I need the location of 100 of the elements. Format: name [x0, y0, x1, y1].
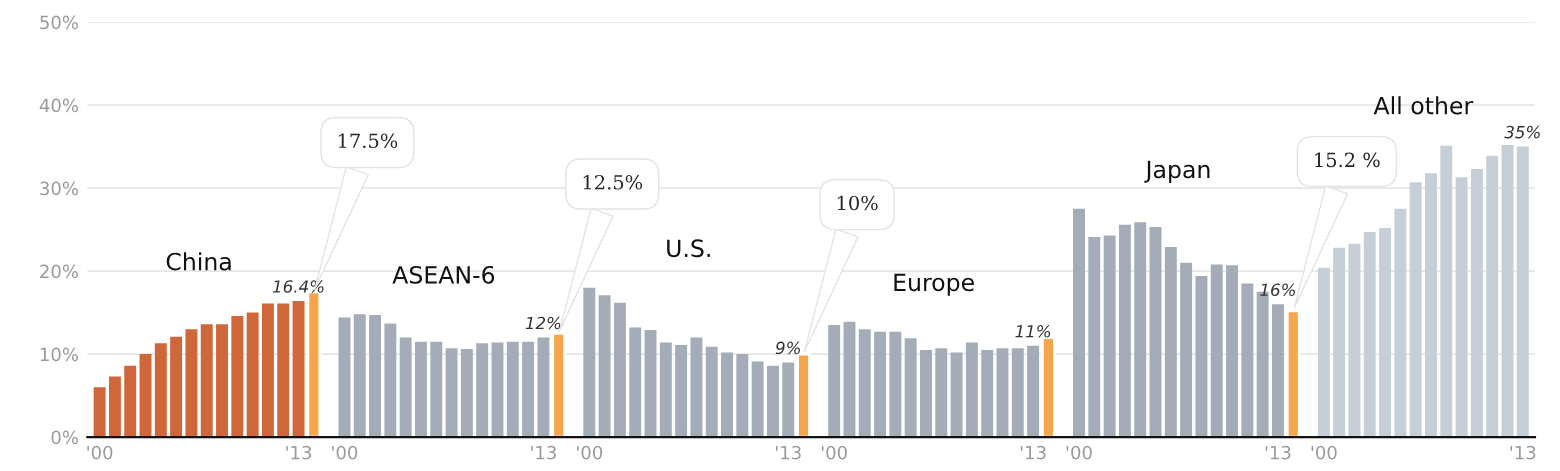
text: U.S. [667, 239, 710, 258]
bar [476, 343, 489, 438]
bar [965, 342, 978, 438]
bar [736, 354, 749, 438]
bar [277, 303, 290, 438]
bar [629, 327, 642, 438]
series-label: Europe [894, 273, 974, 296]
bar [261, 303, 274, 438]
bar [1470, 169, 1483, 438]
data-label: 35% [1504, 125, 1540, 139]
bar [1409, 182, 1422, 438]
bar [690, 337, 703, 438]
x-tick-label: '13 [1020, 445, 1046, 460]
bar [705, 346, 718, 438]
x-tick-label: '13 [776, 445, 801, 460]
bar [766, 365, 779, 438]
bar [721, 352, 733, 438]
y-tick-label: 10% [40, 347, 79, 362]
bar [506, 341, 519, 438]
y-tick-label: 20% [40, 264, 79, 279]
data-label: 16% [1260, 283, 1295, 297]
bar [399, 337, 412, 438]
bar [522, 341, 535, 438]
bar [751, 361, 764, 438]
bar [200, 324, 213, 438]
bar [139, 354, 152, 438]
bar [1164, 247, 1177, 438]
bar [154, 343, 167, 438]
bar [1440, 145, 1453, 438]
bar [1379, 227, 1392, 438]
bar [1041, 336, 1056, 438]
data-label: 12% [525, 316, 561, 330]
data-label: 10% [837, 195, 878, 211]
bar [108, 376, 121, 438]
x-tick-label: '13 [1510, 445, 1536, 460]
bar [858, 329, 871, 438]
bar [216, 324, 228, 438]
data-label: 12.5% [583, 174, 643, 190]
bar [874, 331, 887, 438]
y-tick-label: 40% [39, 98, 79, 113]
bar [1088, 237, 1101, 438]
bar [460, 349, 473, 438]
bar [491, 342, 504, 438]
bar [1180, 262, 1193, 438]
x-tick-label: '00 [577, 445, 603, 460]
bar [537, 337, 550, 438]
x-tick-label: '00 [332, 445, 358, 460]
data-label: 17.5% [338, 133, 398, 149]
bar [843, 321, 856, 438]
bar [644, 330, 657, 438]
bar [889, 331, 902, 438]
bar [1455, 177, 1468, 438]
bar [170, 336, 183, 438]
bar [1501, 144, 1514, 438]
data-label: 9% [775, 341, 800, 355]
series-label: Japan [1144, 160, 1210, 183]
bar [828, 325, 841, 438]
data-label: 11% [1015, 324, 1051, 338]
bar [920, 349, 932, 438]
bar [292, 300, 305, 438]
bar [675, 344, 688, 438]
bar [1226, 265, 1239, 438]
bar [1103, 235, 1116, 438]
bar [1011, 348, 1024, 438]
bar [1027, 345, 1040, 438]
bar [415, 341, 427, 438]
series-label: All other [1373, 96, 1474, 115]
bar [1118, 224, 1131, 438]
bar [659, 342, 672, 438]
bar [384, 323, 397, 438]
bar [445, 348, 458, 438]
x-tick-label: '00 [87, 445, 113, 460]
bar [1425, 173, 1437, 438]
bar [981, 349, 994, 438]
bar [185, 329, 198, 438]
bar [1149, 227, 1162, 438]
bar [1348, 243, 1361, 438]
bar [1333, 247, 1346, 438]
bar [1195, 276, 1208, 438]
x-tick-label: '13 [286, 445, 312, 460]
bar [782, 362, 795, 438]
bar [1073, 208, 1085, 438]
data-label: 15.2 % [1315, 152, 1380, 168]
y-tick-label: 0% [51, 430, 79, 445]
bar [231, 315, 244, 438]
bar [124, 365, 137, 438]
bar [1241, 283, 1254, 438]
bar [353, 314, 366, 438]
x-tick-label: '13 [531, 445, 556, 460]
bar [935, 348, 948, 438]
x-tick-label: '00 [821, 445, 847, 460]
bar [1317, 267, 1330, 438]
data-label: 16.4% [272, 280, 324, 293]
bar [598, 295, 611, 438]
bar [246, 312, 259, 438]
bar [1486, 155, 1499, 438]
bar [369, 315, 382, 438]
y-tick-label: 30% [40, 181, 79, 196]
x-tick-label: '00 [1311, 445, 1337, 460]
bar [1516, 146, 1529, 438]
